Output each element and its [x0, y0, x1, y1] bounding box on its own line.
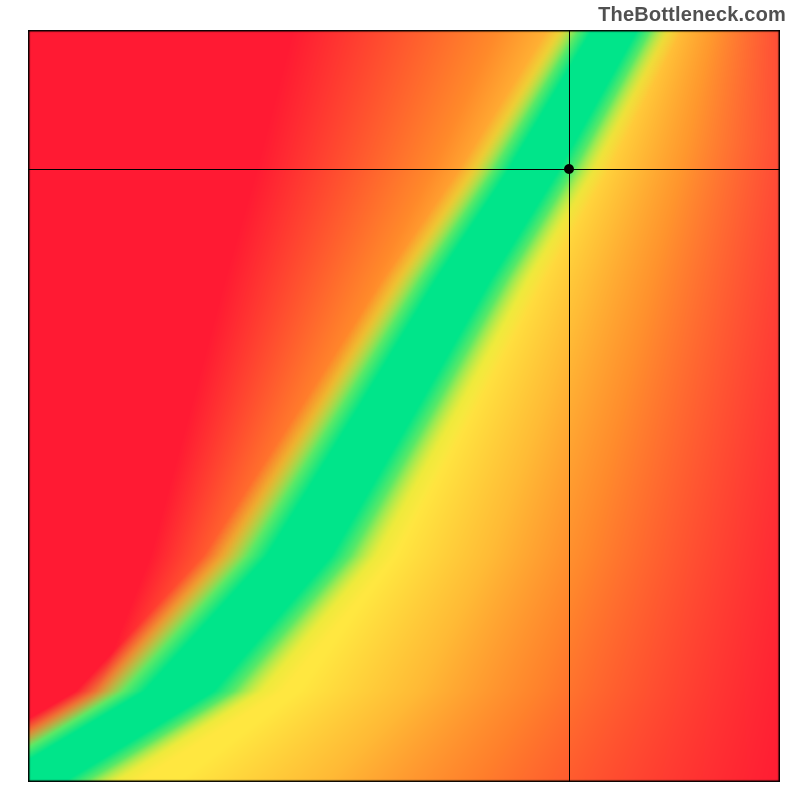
- crosshair-marker: [564, 164, 574, 174]
- crosshair-horizontal: [28, 169, 780, 170]
- chart-container: TheBottleneck.com: [0, 0, 800, 800]
- crosshair-vertical: [569, 30, 570, 782]
- plot-area: [28, 30, 780, 782]
- watermark-text: TheBottleneck.com: [598, 4, 786, 27]
- heatmap-canvas: [28, 30, 780, 782]
